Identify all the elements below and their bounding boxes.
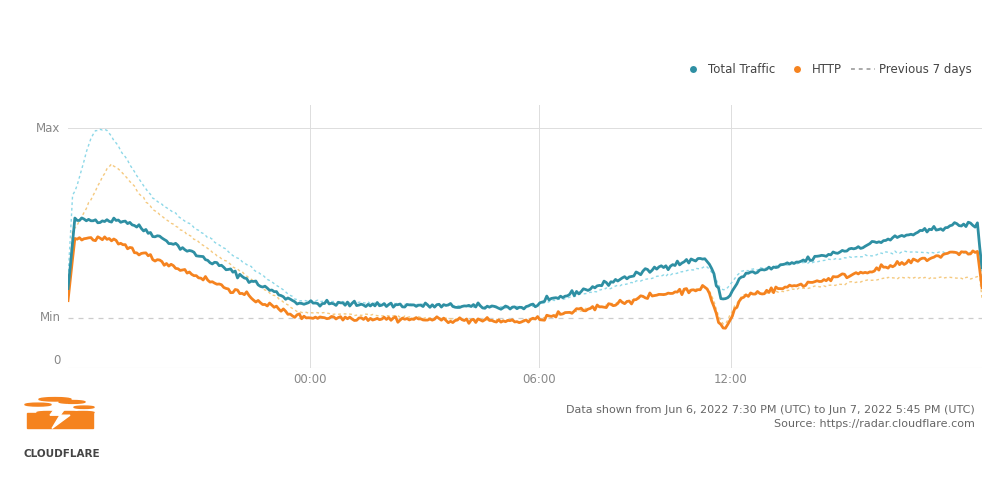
Text: CLOUDFLARE: CLOUDFLARE bbox=[24, 448, 100, 458]
Ellipse shape bbox=[53, 412, 83, 414]
Ellipse shape bbox=[59, 400, 85, 404]
Polygon shape bbox=[50, 404, 70, 428]
Polygon shape bbox=[27, 412, 93, 428]
Ellipse shape bbox=[74, 406, 94, 408]
Ellipse shape bbox=[72, 412, 94, 414]
Text: 0: 0 bbox=[53, 354, 61, 367]
Ellipse shape bbox=[39, 398, 71, 401]
Text: Max: Max bbox=[36, 122, 61, 134]
Text: Data shown from Jun 6, 2022 7:30 PM (UTC) to Jun 7, 2022 5:45 PM (UTC)
Source: h: Data shown from Jun 6, 2022 7:30 PM (UTC… bbox=[566, 404, 975, 429]
Ellipse shape bbox=[37, 412, 59, 414]
Text: Min: Min bbox=[40, 312, 61, 324]
Ellipse shape bbox=[25, 403, 51, 406]
Text: Internet traffic change in Saudi Arabia (Last 24 hours): Internet traffic change in Saudi Arabia … bbox=[22, 38, 705, 58]
Legend: Total Traffic, HTTP, Previous 7 days: Total Traffic, HTTP, Previous 7 days bbox=[676, 58, 976, 81]
